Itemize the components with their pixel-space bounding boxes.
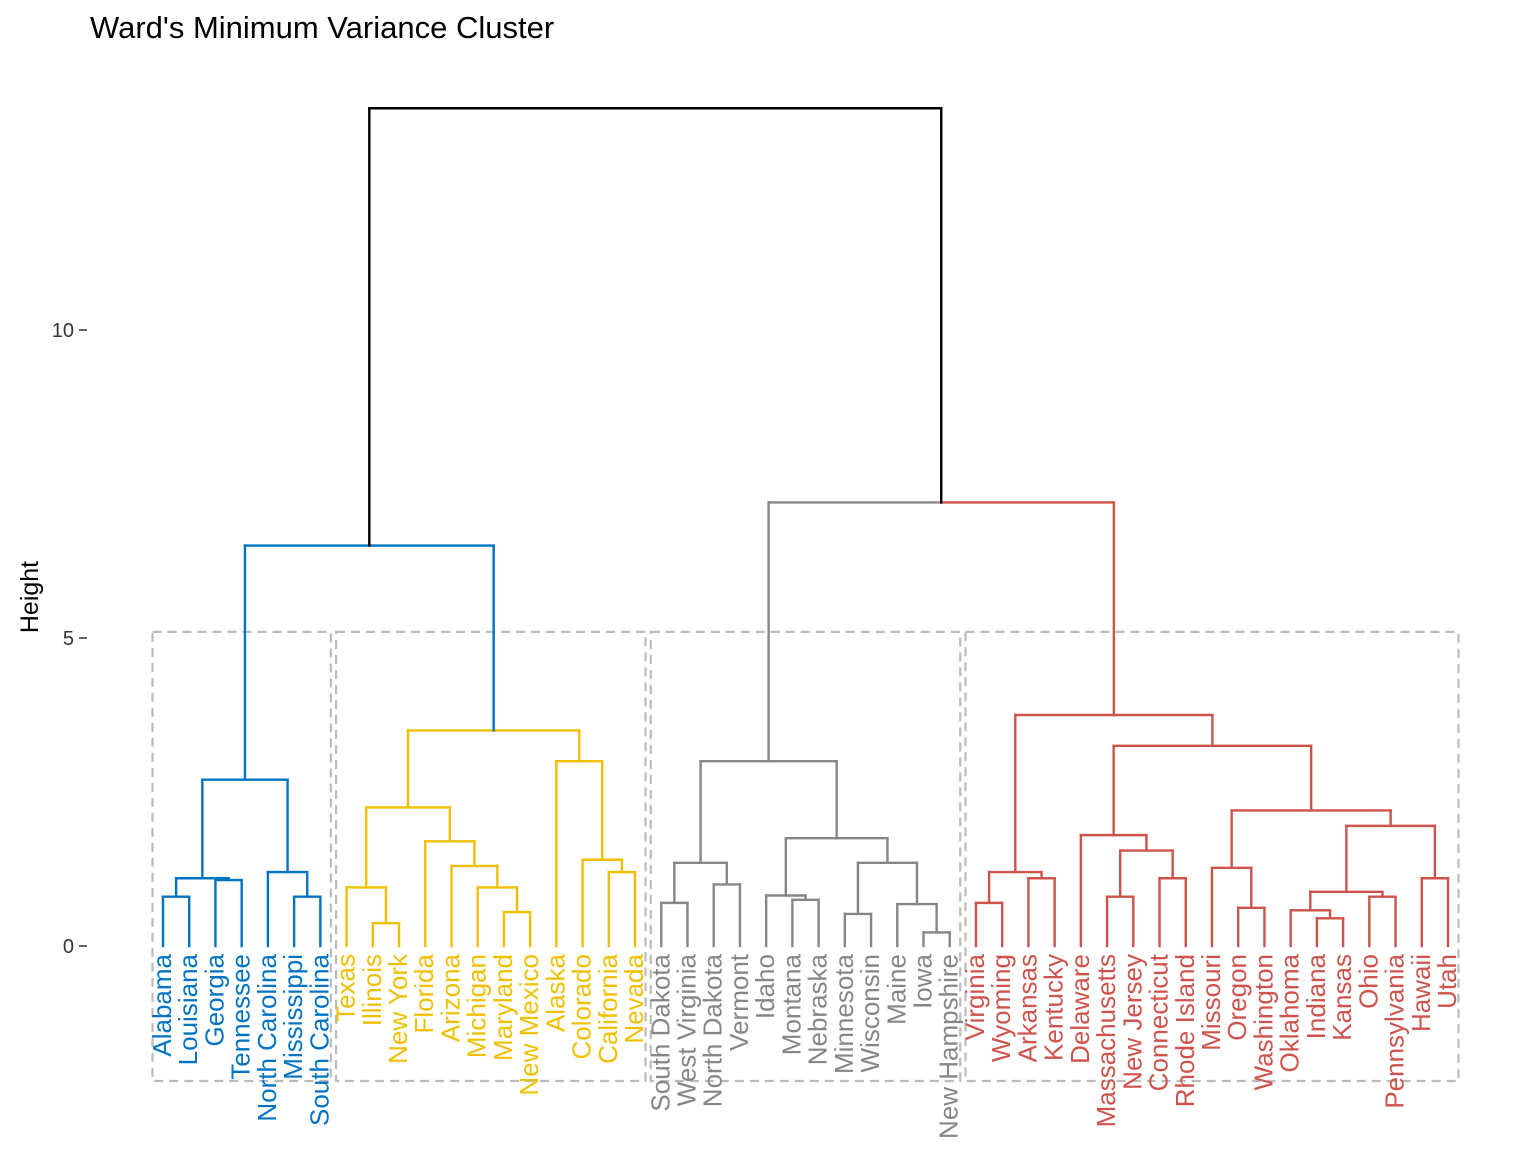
leaf-label: Alaska [540, 953, 570, 1032]
leaf-label: Idaho [750, 954, 780, 1019]
leaf-label: Nebraska [803, 953, 833, 1065]
leaf-label: Missouri [1196, 954, 1226, 1051]
leaf-label: North Carolina [252, 953, 282, 1121]
leaf-label: Alabama [147, 953, 177, 1056]
leaf-label: Michigan [462, 954, 492, 1058]
y-tick-label: 5 [63, 628, 74, 650]
leaf-label: Mississippi [278, 954, 308, 1080]
leaf-label: Connecticut [1144, 953, 1174, 1091]
leaf-label: New York [383, 953, 413, 1064]
leaf-label: Hawaii [1406, 954, 1436, 1032]
leaf-label: Minnesota [829, 953, 859, 1073]
leaf-label: Arizona [435, 953, 465, 1042]
leaf-label: Georgia [199, 953, 229, 1046]
leaf-label: Illinois [357, 954, 387, 1026]
leaf-label: Florida [409, 953, 439, 1033]
leaf-label: Colorado [567, 954, 597, 1060]
leaf-label: Oklahoma [1275, 953, 1305, 1072]
leaf-label: Montana [776, 953, 806, 1055]
leaf-label: South Dakota [645, 953, 675, 1111]
y-axis-label: Height [16, 561, 44, 633]
leaf-label: Virginia [960, 953, 990, 1040]
leaf-label: Wisconsin [855, 954, 885, 1072]
leaf-label: Rhode Island [1170, 954, 1200, 1107]
leaf-label: South Carolina [304, 953, 334, 1126]
leaf-label: Ohio [1353, 954, 1383, 1009]
leaf-label: Delaware [1065, 954, 1095, 1064]
y-axis: 0 5 10 [52, 320, 87, 958]
leaf-label: California [593, 953, 623, 1063]
leaf-label: New Mexico [514, 954, 544, 1096]
leaf-label: New Hampshire [934, 954, 964, 1139]
leaf-label: Maryland [488, 954, 518, 1061]
leaf-label: Oregon [1222, 954, 1252, 1041]
leaf-label: Utah [1432, 954, 1462, 1009]
leaf-label: Kentucky [1039, 954, 1069, 1061]
leaf-label: Massachusetts [1091, 954, 1121, 1127]
leaf-label: Iowa [908, 953, 938, 1008]
leaf-label: Arkansas [1012, 954, 1042, 1062]
y-tick-label: 10 [52, 320, 74, 342]
cluster-rectangles [151, 630, 1460, 1083]
leaf-label: North Dakota [698, 953, 728, 1107]
leaf-label: Vermont [724, 953, 754, 1051]
leaf-label: Louisiana [173, 953, 203, 1065]
leaf-label: Tennessee [226, 954, 256, 1080]
leaf-label: Nevada [619, 953, 649, 1043]
leaf-label: Wyoming [986, 954, 1016, 1062]
y-tick-label: 0 [63, 936, 74, 958]
cluster-rect [334, 630, 647, 1083]
leaf-label: New Jersey [1117, 954, 1147, 1090]
cluster-rect [964, 630, 1460, 1083]
leaf-label: West Virginia [671, 953, 701, 1106]
leaf-label: Washington [1248, 954, 1278, 1090]
leaf-label: Indiana [1301, 953, 1331, 1039]
leaf-label: Pennsylvania [1380, 953, 1410, 1108]
cluster-rect [649, 630, 962, 1083]
chart-title: Ward's Minimum Variance Cluster [90, 10, 555, 45]
dendrogram-branches [161, 107, 1450, 948]
leaf-label: Kansas [1327, 954, 1357, 1041]
leaf-label: Texas [331, 954, 361, 1022]
leaf-label: Maine [881, 954, 911, 1025]
